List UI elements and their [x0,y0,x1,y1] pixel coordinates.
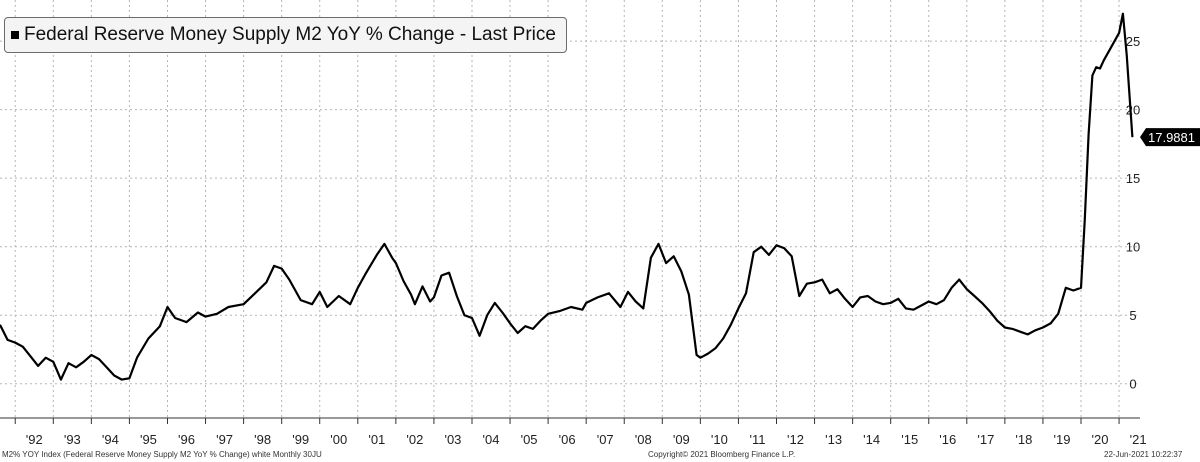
legend-swatch [11,31,19,39]
x-tick-label: '94 [102,432,119,447]
x-tick-label: '07 [597,432,614,447]
y-axis-ticks: 0 5 10 15 20 25 [1126,34,1140,392]
x-tick-label: '13 [825,432,842,447]
x-tick-label: '09 [673,432,690,447]
x-tick-label: '21 [1130,432,1147,447]
x-tick-label: '15 [901,432,918,447]
y-tick-label: 25 [1126,34,1140,49]
x-tick-label: '06 [559,432,576,447]
x-tick-label: '03 [444,432,461,447]
series-line-m2-yoy [0,12,1134,381]
x-tick-label: '96 [178,432,195,447]
x-tick-label: '04 [483,432,500,447]
x-tick-label: '99 [292,432,309,447]
gridlines [0,0,1140,418]
footer-copyright: Copyright© 2021 Bloomberg Finance L.P. [648,450,796,459]
x-axis-ticks: '92 '93 '94 '95 '96 '97 '98 '99 '00 '01 '02 '03 '04 '… [14,418,1147,447]
x-tick-label: '18 [1015,432,1032,447]
x-tick-label: '20 [1092,432,1109,447]
y-tick-label: 10 [1126,240,1140,255]
x-tick-label: '02 [406,432,423,447]
y-tick-label: 0 [1129,377,1136,392]
x-tick-label: '11 [749,432,765,447]
last-value-label: 17.9881 [1148,130,1195,145]
x-tick-label: '14 [863,432,880,447]
x-tick-label: '92 [26,432,43,447]
x-tick-label: '93 [64,432,81,447]
chart-title: Federal Reserve Money Supply M2 YoY % Ch… [24,24,556,45]
y-tick-label: 20 [1126,103,1140,118]
y-tick-label: 5 [1129,308,1136,323]
footer-security-info: M2% YOY Index (Federal Reserve Money Sup… [2,450,322,459]
x-tick-label: '08 [635,432,652,447]
x-tick-label: '16 [939,432,956,447]
x-tick-label: '95 [140,432,157,447]
x-tick-label: '01 [368,432,385,447]
x-tick-label: '19 [1053,432,1070,447]
x-tick-label: '00 [330,432,347,447]
legend: Federal Reserve Money Supply M2 YoY % Ch… [4,17,567,53]
x-tick-label: '10 [711,432,728,447]
x-tick-label: '17 [977,432,994,447]
x-tick-label: '05 [521,432,538,447]
footer-timestamp: 22-Jun-2021 10:22:37 [1104,450,1183,459]
x-tick-label: '12 [787,432,804,447]
y-tick-label: 15 [1126,171,1140,186]
x-tick-label: '98 [254,432,271,447]
last-value-marker: 17.9881 [1140,128,1200,147]
x-tick-label: '97 [216,432,233,447]
